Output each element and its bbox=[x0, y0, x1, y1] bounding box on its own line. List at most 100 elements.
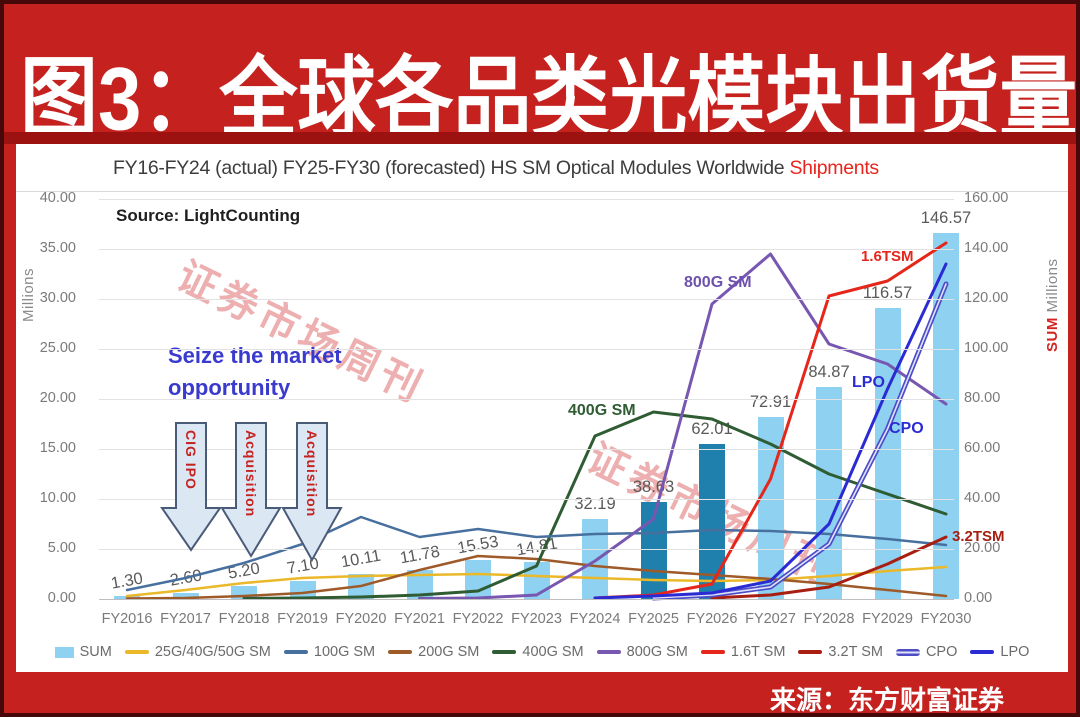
arrow-label: CIG IPO bbox=[183, 430, 199, 490]
arrow-label: Acquisition bbox=[304, 430, 320, 518]
x-axis-label: FY2027 bbox=[745, 611, 796, 627]
legend-marker bbox=[54, 646, 74, 658]
sum-bar-FY2024 bbox=[582, 518, 608, 599]
sum-value-label: 84.87 bbox=[808, 362, 850, 381]
series-label-3.2TSM: 3.2TSM bbox=[952, 528, 1005, 545]
gridline bbox=[99, 499, 954, 500]
legend-marker bbox=[124, 650, 149, 654]
gridline bbox=[99, 199, 954, 200]
legend-label: 800G SM bbox=[626, 644, 688, 660]
line-series-layer bbox=[125, 241, 949, 601]
legend-item-SUM: SUM bbox=[54, 644, 112, 660]
right-axis-tick: 80.00 bbox=[964, 390, 1001, 406]
series-label-CPO: CPO bbox=[889, 420, 924, 437]
legend-item-1.6T-SM: 1.6T SM bbox=[700, 644, 786, 660]
legend-label: LPO bbox=[1000, 644, 1030, 660]
annotation-headline: Seize the market opportunity bbox=[168, 340, 342, 404]
down-arrow-icon bbox=[160, 422, 222, 552]
event-arrow-1: CIG IPO bbox=[159, 422, 223, 554]
gridline bbox=[99, 299, 954, 300]
legend-label: 100G SM bbox=[313, 644, 376, 660]
gridline bbox=[99, 399, 954, 400]
banner-divider bbox=[4, 132, 1076, 144]
left-axis-tick: 15.00 bbox=[39, 440, 76, 456]
left-axis-tick: 40.00 bbox=[39, 190, 76, 206]
right-axis-tick: 160.00 bbox=[964, 190, 1009, 206]
event-arrow-2: Acquisition bbox=[219, 422, 283, 560]
right-axis-tick: 20.00 bbox=[964, 540, 1001, 556]
series-line-400G-SM bbox=[242, 410, 948, 600]
legend-item-3.2T-SM: 3.2T SM bbox=[798, 644, 883, 660]
legend-marker bbox=[388, 650, 413, 654]
footer-source: 来源：东方财富证券 bbox=[769, 685, 1004, 715]
legend-marker bbox=[283, 650, 308, 654]
series-label-LPO: LPO bbox=[852, 374, 885, 391]
down-arrow-icon bbox=[281, 422, 343, 563]
x-axis-label: FY2029 bbox=[862, 611, 913, 627]
legend-marker bbox=[492, 650, 517, 654]
left-axis-tick: 30.00 bbox=[39, 290, 76, 306]
sum-value-label: 146.57 bbox=[920, 208, 972, 227]
title-separator bbox=[16, 191, 1068, 192]
legend-label: 400G SM bbox=[522, 644, 584, 660]
arrow-label: Acquisition bbox=[243, 430, 259, 518]
left-axis-tick: 25.00 bbox=[39, 340, 76, 356]
series-line-800G-SM bbox=[418, 252, 948, 600]
legend-label: 25G/40G/50G SM bbox=[154, 644, 271, 660]
legend-marker bbox=[798, 650, 823, 654]
legend-label: SUM bbox=[79, 644, 112, 660]
right-axis-tick: 100.00 bbox=[964, 340, 1009, 356]
legend-label: 200G SM bbox=[418, 644, 480, 660]
left-axis-tick: 20.00 bbox=[39, 390, 76, 406]
series-line-100G-SM bbox=[125, 515, 948, 592]
series-line-LPO bbox=[593, 262, 948, 600]
sum-value-label: 116.57 bbox=[862, 283, 913, 302]
chart-legend: SUM 25G/40G/50G SM 100G SM 200G SM 400G SM 80… bbox=[16, 644, 1068, 660]
series-line-200G-SM bbox=[125, 554, 948, 600]
right-axis-title: SUM Millions bbox=[1044, 202, 1061, 352]
arrow-shape bbox=[160, 422, 222, 552]
gridline bbox=[99, 549, 954, 550]
x-axis-label: FY2019 bbox=[277, 611, 328, 627]
x-axis-label: FY2023 bbox=[511, 611, 562, 627]
series-label-800G-SM: 800G SM bbox=[684, 274, 752, 291]
legend-marker bbox=[970, 650, 995, 654]
legend-item-800G-SM: 800G SM bbox=[596, 644, 688, 660]
event-arrow-3: Acquisition bbox=[280, 422, 344, 564]
x-axis-label: FY2024 bbox=[569, 611, 621, 627]
legend-marker bbox=[700, 650, 725, 654]
gridline bbox=[99, 599, 954, 600]
legend-item-LPO: LPO bbox=[970, 644, 1029, 660]
legend-item-25G-40G-50G-SM: 25G/40G/50G SM bbox=[124, 644, 271, 660]
legend-label: 3.2T SM bbox=[828, 644, 883, 660]
series-line-CPO bbox=[652, 283, 947, 599]
sum-bar-FY2026 bbox=[699, 443, 725, 599]
down-arrow-icon bbox=[220, 422, 282, 558]
right-axis-tick: 40.00 bbox=[964, 490, 1001, 506]
left-axis-tick: 0.00 bbox=[47, 590, 76, 606]
right-axis-tick: 120.00 bbox=[964, 290, 1009, 306]
right-axis-tick: 0.00 bbox=[964, 590, 993, 606]
annotation-headline-line2: opportunity bbox=[168, 374, 291, 400]
x-axis-label: FY2017 bbox=[160, 611, 211, 627]
legend-item-400G-SM: 400G SM bbox=[492, 644, 584, 660]
legend-label: CPO bbox=[925, 644, 958, 660]
sum-value-label: 72.91 bbox=[749, 392, 792, 411]
left-axis-tick: 5.00 bbox=[47, 540, 76, 556]
series-line-3.2T-SM bbox=[710, 535, 948, 600]
right-axis-tick: 140.00 bbox=[964, 240, 1009, 256]
annotation-headline-line1: Seize the market bbox=[168, 343, 342, 368]
plot-area: 1.30 2.60 5.20 7.10 10.11 11.78 15.53 14.81 32.1… bbox=[99, 199, 971, 601]
chart-panel: FY16-FY24 (actual) FY25-FY30 (forecasted… bbox=[16, 144, 1068, 672]
right-axis-title-millions: Millions bbox=[1044, 258, 1061, 318]
legend-item-CPO: CPO bbox=[895, 644, 958, 660]
legend-label: 1.6T SM bbox=[730, 644, 786, 660]
x-axis-label: FY2016 bbox=[101, 611, 153, 627]
series-label-1.6TSM: 1.6TSM bbox=[861, 248, 914, 265]
chart-title-highlight: Shipments bbox=[789, 157, 879, 179]
left-axis-tick: 35.00 bbox=[39, 240, 76, 256]
series-label-400G-SM: 400G SM bbox=[568, 402, 636, 419]
legend-item-200G-SM: 200G SM bbox=[388, 644, 479, 660]
x-axis-label: FY2030 bbox=[920, 611, 972, 627]
